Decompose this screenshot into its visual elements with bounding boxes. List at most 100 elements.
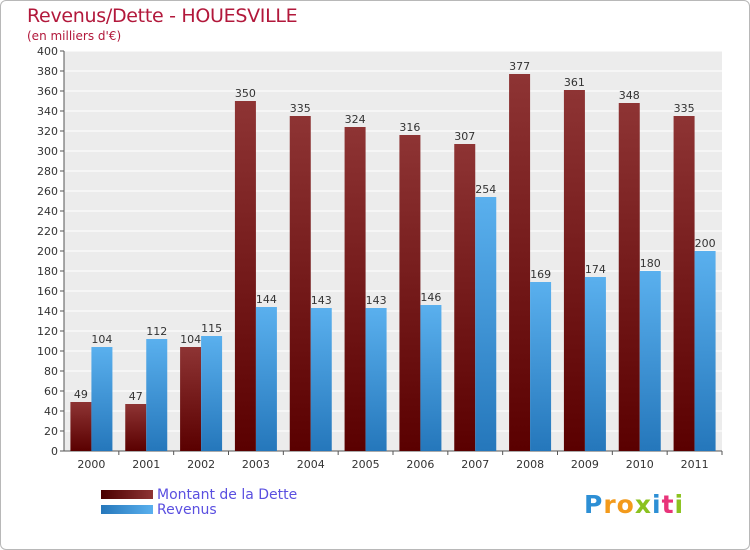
y-tick-label: 100 (37, 345, 58, 358)
y-tick-label: 200 (37, 245, 58, 258)
data-label: 335 (290, 102, 311, 115)
bar-revenus (365, 308, 387, 451)
x-tick-label: 2006 (406, 458, 434, 471)
bar-dette (234, 101, 256, 451)
bar-revenus (420, 305, 442, 451)
y-tick-label: 160 (37, 285, 58, 298)
y-tick-label: 0 (51, 445, 58, 458)
x-tick-label: 2011 (681, 458, 709, 471)
bar-revenus (201, 336, 223, 451)
bar-revenus (146, 339, 168, 451)
y-tick-label: 320 (37, 125, 58, 138)
labels-layer: 0 20 40 60 80 100 120 140 160 180 200 220 240 260 280 3… (37, 45, 716, 471)
y-tick-label: 360 (37, 85, 58, 98)
y-tick-label: 220 (37, 225, 58, 238)
data-label: 180 (640, 257, 661, 270)
logo-letter: o (616, 490, 635, 519)
y-tick-label: 240 (37, 205, 58, 218)
data-label: 104 (180, 333, 201, 346)
legend-item-revenus: Revenus (101, 501, 297, 518)
data-label: 307 (454, 130, 475, 143)
data-label: 324 (345, 113, 366, 126)
x-tick-label: 2003 (242, 458, 270, 471)
logo-letter: P (584, 490, 604, 519)
data-label: 143 (311, 294, 332, 307)
y-tick-label: 400 (37, 45, 58, 58)
x-tick-label: 2009 (571, 458, 599, 471)
x-tick-label: 2008 (516, 458, 544, 471)
data-label: 115 (201, 322, 222, 335)
legend: Montant de la Dette Revenus (101, 486, 298, 518)
logo-letter: x (634, 490, 652, 519)
bar-dette (509, 74, 531, 451)
y-tick-label: 180 (37, 265, 58, 278)
bar-dette (399, 135, 421, 451)
bar-dette (70, 402, 92, 451)
y-tick-label: 260 (37, 185, 58, 198)
y-tick-label: 20 (44, 425, 58, 438)
x-tick-label: 2004 (297, 458, 325, 471)
y-tick-label: 140 (37, 305, 58, 318)
x-tick-label: 2010 (626, 458, 654, 471)
bars-layer (70, 74, 716, 451)
y-tick-label: 40 (44, 405, 58, 418)
proxiti-logo: Proxiti (584, 490, 684, 519)
chart-title: Revenus/Dette - HOUESVILLE (27, 5, 298, 27)
bar-revenus (255, 307, 277, 451)
data-label: 348 (619, 89, 640, 102)
logo-letter: t (661, 490, 675, 519)
x-tick-label: 2001 (132, 458, 160, 471)
bar-dette (563, 90, 585, 451)
data-label: 144 (256, 293, 277, 306)
data-label: 169 (530, 268, 551, 281)
data-label: 47 (129, 390, 143, 403)
bar-revenus (310, 308, 332, 451)
bar-dette (344, 127, 366, 451)
legend-item-debt: Montant de la Dette (101, 486, 298, 503)
bar-revenus (694, 251, 716, 451)
y-tick-label: 120 (37, 325, 58, 338)
data-label: 377 (509, 60, 530, 73)
logo-letter: r (603, 490, 617, 519)
logo-letter: i (674, 490, 685, 519)
data-label: 146 (420, 291, 441, 304)
legend-swatch-debt (101, 490, 153, 499)
bar-dette (454, 144, 476, 451)
bar-dette (289, 116, 311, 451)
legend-swatch-revenus (101, 505, 153, 514)
bar-dette (125, 404, 147, 451)
data-label: 350 (235, 87, 256, 100)
bar-dette (180, 347, 202, 451)
data-label: 316 (399, 121, 420, 134)
data-label: 143 (366, 294, 387, 307)
data-label: 49 (74, 388, 88, 401)
data-label: 200 (695, 237, 716, 250)
legend-label-revenus: Revenus (157, 501, 217, 518)
data-label: 112 (146, 325, 167, 338)
data-label: 174 (585, 263, 606, 276)
chart-subtitle: (en milliers d'€) (27, 29, 122, 43)
x-tick-label: 2007 (461, 458, 489, 471)
x-tick-label: 2000 (77, 458, 105, 471)
data-label: 104 (91, 333, 112, 346)
bar-dette (673, 116, 695, 451)
legend-label-debt: Montant de la Dette (157, 486, 298, 503)
data-label: 335 (674, 102, 695, 115)
bar-revenus (639, 271, 661, 451)
y-tick-label: 340 (37, 105, 58, 118)
logo-letter: i (652, 490, 662, 519)
y-tick-label: 60 (44, 385, 58, 398)
bar-revenus (584, 277, 606, 451)
y-tick-label: 300 (37, 145, 58, 158)
bar-dette (618, 103, 640, 451)
y-tick-label: 380 (37, 65, 58, 78)
y-tick-label: 80 (44, 365, 58, 378)
data-label: 361 (564, 76, 585, 89)
grid-layer (60, 50, 723, 455)
data-label: 254 (475, 183, 496, 196)
bar-revenus (475, 197, 497, 451)
bar-revenus (530, 282, 552, 451)
x-tick-label: 2005 (352, 458, 380, 471)
